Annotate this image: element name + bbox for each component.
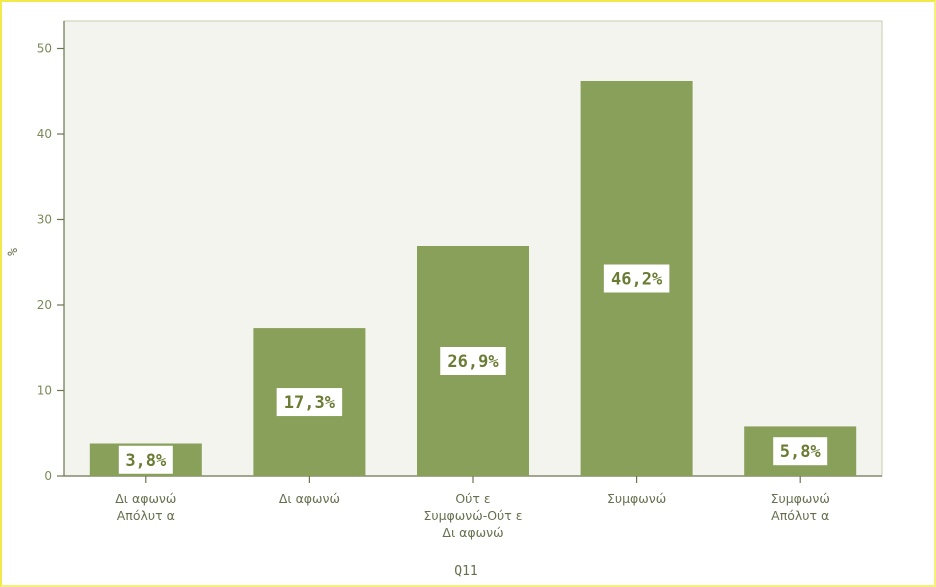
data-label-background (118, 445, 173, 474)
data-label: 3,8% (125, 451, 167, 471)
data-label-background (603, 264, 670, 293)
data-label-background (440, 347, 506, 376)
data-label: 17,3% (284, 393, 336, 413)
data-label-box: 17,3% (276, 388, 343, 417)
data-label-box: 46,2% (603, 264, 670, 293)
data-label: 46,2% (611, 269, 663, 289)
data-labels: 3,8% 17,3% 26,9% 46,2% 5,8% (118, 264, 828, 474)
x-tick-label: Δι αφωνώ (442, 525, 503, 540)
y-axis-title: % (6, 248, 21, 256)
x-tick-label: Συμφωνώ-Ούτ ε (423, 508, 522, 523)
x-tick-label: Ούτ ε (455, 491, 490, 506)
data-label: 5,8% (780, 442, 822, 462)
x-tick-label: Συμφωνώ (771, 491, 830, 506)
data-label-background (276, 388, 343, 417)
y-tick-label: 10 (37, 384, 52, 398)
data-label-background (773, 437, 828, 466)
data-label-box: 5,8% (773, 437, 828, 466)
x-tick-label: Δι αφωνώ (279, 491, 340, 506)
x-tick-label: Συμφωνώ (607, 491, 666, 506)
y-tick-label: 30 (37, 213, 52, 227)
x-axis-title: Q11 (454, 564, 477, 579)
data-label-box: 3,8% (118, 445, 173, 474)
y-tick-label: 20 (37, 298, 52, 312)
x-tick-label: Απόλυτ α (771, 508, 829, 523)
y-axis-ticks: 0 10 20 30 40 50 (37, 42, 64, 483)
y-tick-label: 0 (44, 469, 52, 483)
y-tick-label: 40 (37, 127, 52, 141)
x-axis-tick-labels: Δι αφωνώ Απόλυτ α Δι αφωνώ Ούτ ε Συμφωνώ-Ούτ… (115, 491, 830, 540)
x-tick-label: Απόλυτ α (117, 508, 175, 523)
data-label-box: 26,9% (440, 347, 506, 376)
data-label: 26,9% (447, 352, 499, 372)
y-tick-label: 50 (37, 42, 52, 56)
x-tick-label: Δι αφωνώ (115, 491, 176, 506)
